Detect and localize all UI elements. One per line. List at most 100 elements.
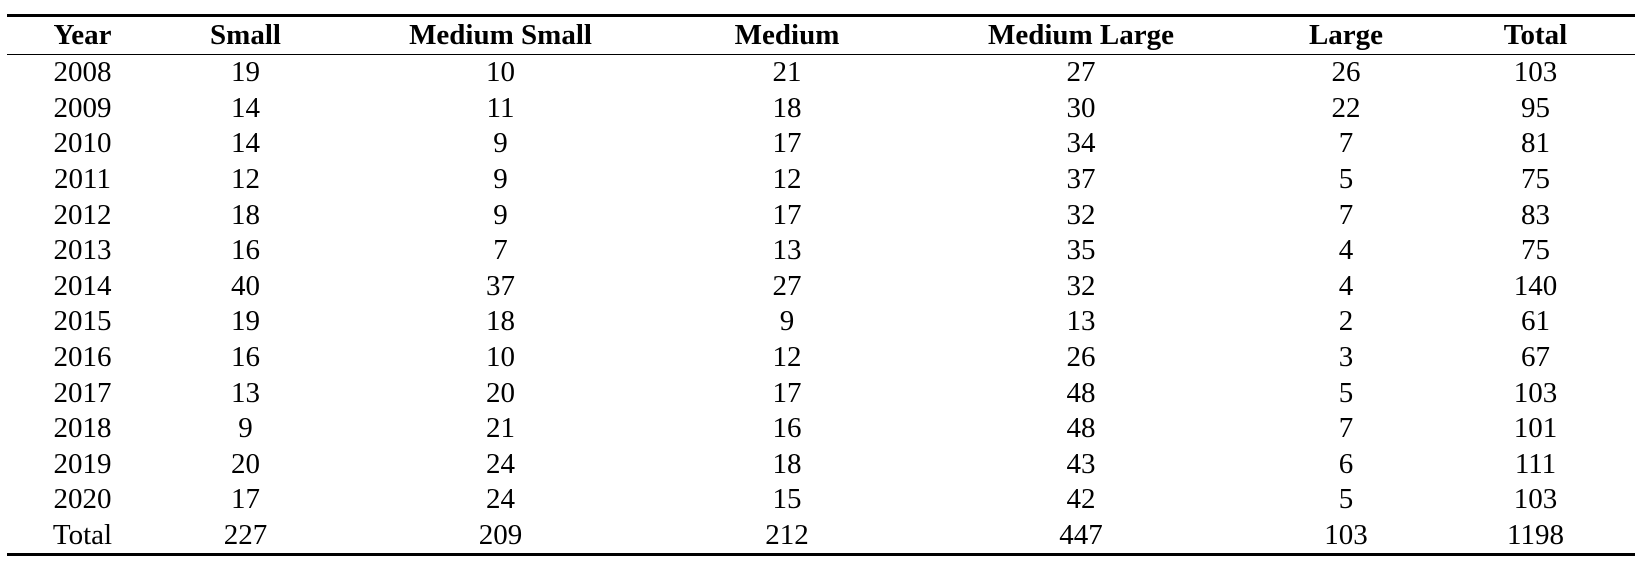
cell-large: 4 (1256, 269, 1436, 305)
cell-medium: 212 (668, 518, 906, 555)
cell-medium: 17 (668, 126, 906, 162)
cell-year: 2014 (7, 269, 158, 305)
cell-medium-small: 9 (333, 197, 668, 233)
cell-medium-small: 18 (333, 304, 668, 340)
header-medium: Medium (668, 16, 906, 55)
cell-year: 2019 (7, 447, 158, 483)
cell-total: 103 (1436, 55, 1635, 91)
table-body: 2008 19 10 21 27 26 103 2009 14 11 18 30 22 95 2010 14 9… (7, 55, 1635, 555)
table-row: 2015 19 18 9 13 2 61 (7, 304, 1635, 340)
cell-year: 2013 (7, 233, 158, 269)
cell-total: 95 (1436, 91, 1635, 127)
cell-medium-small: 10 (333, 55, 668, 91)
cell-medium-small: 10 (333, 340, 668, 376)
table-row: 2012 18 9 17 32 7 83 (7, 197, 1635, 233)
cell-large: 5 (1256, 482, 1436, 518)
data-table: Year Small Medium Small Medium Medium La… (7, 14, 1635, 556)
cell-year: 2008 (7, 55, 158, 91)
header-small: Small (158, 16, 333, 55)
cell-total: 75 (1436, 162, 1635, 198)
table-row: 2016 16 10 12 26 3 67 (7, 340, 1635, 376)
cell-large: 103 (1256, 518, 1436, 555)
cell-total: 1198 (1436, 518, 1635, 555)
cell-medium-large: 27 (906, 55, 1256, 91)
cell-small: 19 (158, 55, 333, 91)
cell-large: 5 (1256, 375, 1436, 411)
table-row: 2014 40 37 27 32 4 140 (7, 269, 1635, 305)
cell-year: 2018 (7, 411, 158, 447)
cell-total: 103 (1436, 482, 1635, 518)
cell-large: 2 (1256, 304, 1436, 340)
cell-medium-large: 43 (906, 447, 1256, 483)
cell-total: 83 (1436, 197, 1635, 233)
table-row: 2008 19 10 21 27 26 103 (7, 55, 1635, 91)
cell-total: 140 (1436, 269, 1635, 305)
cell-medium: 27 (668, 269, 906, 305)
cell-medium-small: 11 (333, 91, 668, 127)
cell-medium-large: 37 (906, 162, 1256, 198)
cell-medium: 13 (668, 233, 906, 269)
cell-small: 19 (158, 304, 333, 340)
cell-year: 2020 (7, 482, 158, 518)
cell-medium: 16 (668, 411, 906, 447)
header-total: Total (1436, 16, 1635, 55)
cell-small: 40 (158, 269, 333, 305)
cell-total: 67 (1436, 340, 1635, 376)
cell-year: 2009 (7, 91, 158, 127)
cell-small: 14 (158, 126, 333, 162)
cell-medium-small: 21 (333, 411, 668, 447)
cell-small: 20 (158, 447, 333, 483)
cell-small: 18 (158, 197, 333, 233)
cell-medium-large: 35 (906, 233, 1256, 269)
cell-medium-small: 9 (333, 162, 668, 198)
cell-small: 16 (158, 233, 333, 269)
table-header: Year Small Medium Small Medium Medium La… (7, 16, 1635, 55)
table-row-total: Total 227 209 212 447 103 1198 (7, 518, 1635, 555)
cell-large: 6 (1256, 447, 1436, 483)
cell-large: 7 (1256, 197, 1436, 233)
cell-medium-small: 24 (333, 482, 668, 518)
cell-medium-small: 9 (333, 126, 668, 162)
cell-year: Total (7, 518, 158, 555)
cell-medium-large: 34 (906, 126, 1256, 162)
table-row: 2020 17 24 15 42 5 103 (7, 482, 1635, 518)
cell-medium-small: 20 (333, 375, 668, 411)
cell-medium: 12 (668, 162, 906, 198)
cell-medium: 17 (668, 197, 906, 233)
table-row: 2013 16 7 13 35 4 75 (7, 233, 1635, 269)
header-year: Year (7, 16, 158, 55)
cell-medium: 9 (668, 304, 906, 340)
cell-year: 2011 (7, 162, 158, 198)
cell-small: 9 (158, 411, 333, 447)
cell-medium-large: 48 (906, 375, 1256, 411)
cell-small: 17 (158, 482, 333, 518)
header-row: Year Small Medium Small Medium Medium La… (7, 16, 1635, 55)
cell-total: 75 (1436, 233, 1635, 269)
cell-small: 16 (158, 340, 333, 376)
table-row: 2009 14 11 18 30 22 95 (7, 91, 1635, 127)
cell-medium-small: 7 (333, 233, 668, 269)
cell-medium: 21 (668, 55, 906, 91)
cell-year: 2016 (7, 340, 158, 376)
cell-small: 14 (158, 91, 333, 127)
table-row: 2010 14 9 17 34 7 81 (7, 126, 1635, 162)
cell-small: 227 (158, 518, 333, 555)
table-row: 2018 9 21 16 48 7 101 (7, 411, 1635, 447)
cell-year: 2015 (7, 304, 158, 340)
cell-medium-small: 24 (333, 447, 668, 483)
header-medium-large: Medium Large (906, 16, 1256, 55)
cell-large: 7 (1256, 411, 1436, 447)
cell-medium-small: 37 (333, 269, 668, 305)
table-row: 2017 13 20 17 48 5 103 (7, 375, 1635, 411)
cell-medium-large: 48 (906, 411, 1256, 447)
cell-medium-small: 209 (333, 518, 668, 555)
cell-large: 3 (1256, 340, 1436, 376)
data-table-container: Year Small Medium Small Medium Medium La… (7, 14, 1635, 556)
cell-total: 103 (1436, 375, 1635, 411)
cell-medium-large: 30 (906, 91, 1256, 127)
header-medium-small: Medium Small (333, 16, 668, 55)
cell-large: 5 (1256, 162, 1436, 198)
cell-medium-large: 447 (906, 518, 1256, 555)
table-row: 2019 20 24 18 43 6 111 (7, 447, 1635, 483)
cell-year: 2010 (7, 126, 158, 162)
